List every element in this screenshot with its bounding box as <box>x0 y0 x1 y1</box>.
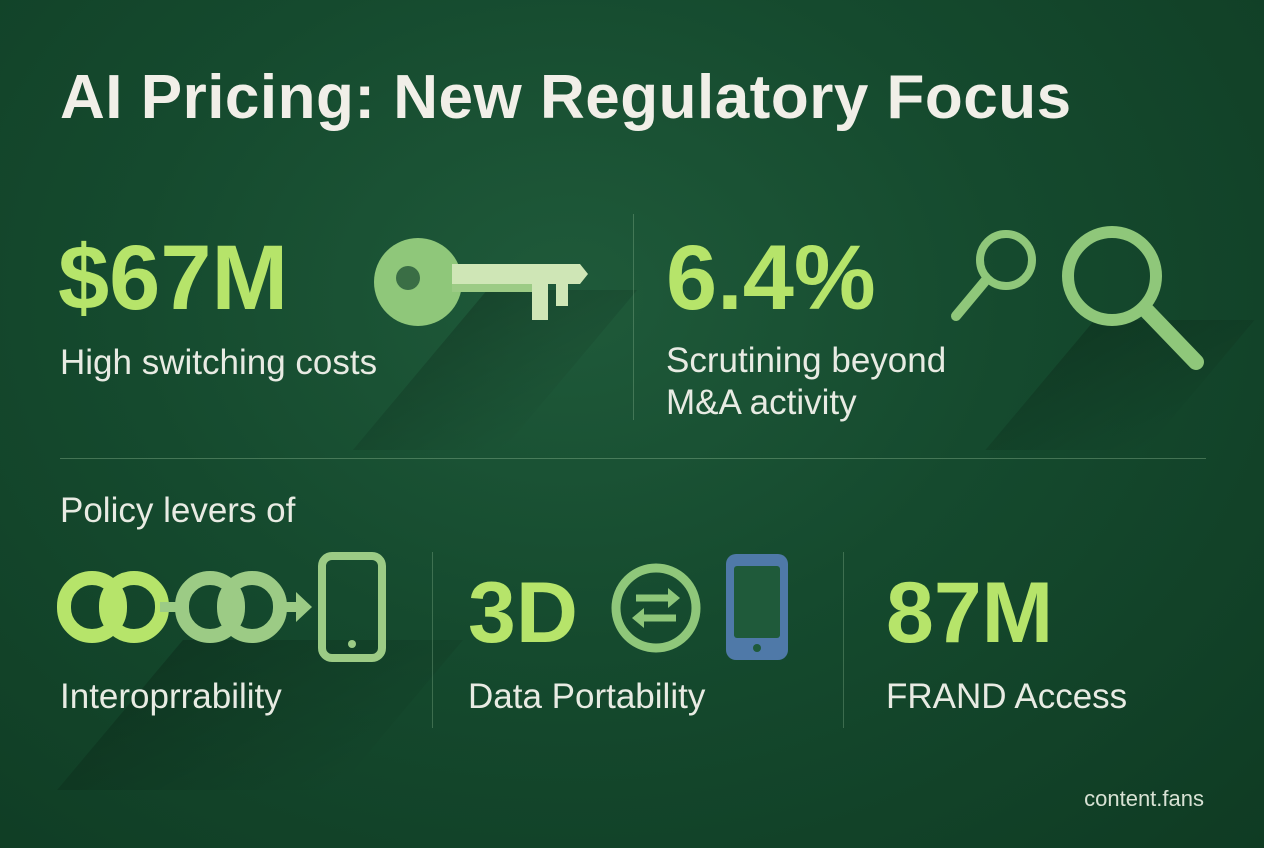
chain-link-to-phone-icon <box>57 552 386 662</box>
frand-stat: 87M <box>886 565 1054 661</box>
lever-divider-2 <box>843 552 844 728</box>
page-title: AI Pricing: New Regulatory Focus <box>60 63 1072 132</box>
portability-stat: 3D <box>468 565 578 661</box>
key-icon <box>374 238 588 326</box>
scrutiny-caption-line-1: Scrutining beyond <box>666 341 947 380</box>
switching-cost-caption: High switching costs <box>60 343 378 382</box>
frand-caption: FRAND Access <box>886 677 1128 716</box>
top-column-divider <box>633 214 634 420</box>
portability-caption: Data Portability <box>468 677 706 716</box>
policy-heading: Policy levers of <box>60 491 296 530</box>
magnifier-icon <box>951 226 1204 370</box>
watermark: content.fans <box>1084 786 1204 811</box>
section-divider <box>60 458 1206 459</box>
scrutiny-caption-line-2: M&A activity <box>666 383 857 422</box>
lever-divider-1 <box>432 552 433 728</box>
swap-arrows-phone-icon <box>611 554 788 660</box>
switching-cost-stat: $67M <box>58 227 289 329</box>
interoperability-caption: Interoprrability <box>60 677 282 716</box>
scrutiny-stat: 6.4% <box>666 227 876 329</box>
